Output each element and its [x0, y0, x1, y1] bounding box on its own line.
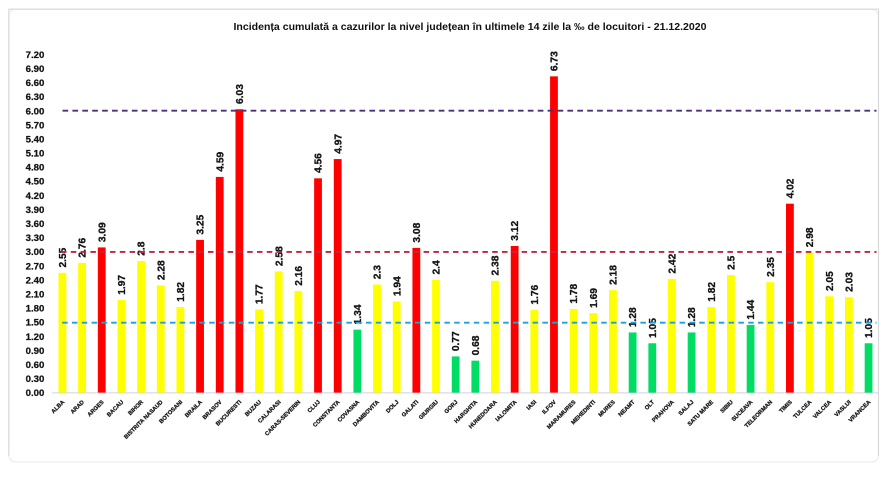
svg-text:7.20: 7.20: [26, 50, 45, 61]
svg-text:2.98: 2.98: [805, 227, 816, 247]
svg-text:3.25: 3.25: [196, 214, 207, 234]
svg-text:0.00: 0.00: [26, 388, 45, 399]
svg-text:2.35: 2.35: [766, 257, 777, 277]
svg-text:1.05: 1.05: [864, 318, 875, 338]
svg-text:6.60: 6.60: [26, 78, 45, 89]
svg-text:2.05: 2.05: [825, 271, 836, 291]
svg-text:4.97: 4.97: [333, 134, 344, 154]
svg-text:5.70: 5.70: [26, 120, 45, 131]
svg-text:2.38: 2.38: [491, 255, 502, 275]
svg-text:6.90: 6.90: [26, 64, 45, 75]
svg-text:3.60: 3.60: [26, 219, 45, 230]
svg-text:2.03: 2.03: [845, 272, 856, 292]
svg-text:4.56: 4.56: [314, 153, 325, 173]
svg-text:4.02: 4.02: [786, 178, 797, 198]
svg-text:Incidența cumulată a cazurilor: Incidența cumulată a cazurilor la nivel …: [233, 21, 706, 33]
svg-text:2.42: 2.42: [668, 253, 679, 273]
svg-text:1.69: 1.69: [589, 288, 600, 308]
svg-text:5.40: 5.40: [26, 135, 45, 146]
svg-text:6.03: 6.03: [235, 84, 246, 104]
svg-text:4.20: 4.20: [26, 191, 45, 202]
svg-text:1.82: 1.82: [176, 282, 187, 302]
svg-text:2.3: 2.3: [373, 265, 384, 279]
svg-text:3.90: 3.90: [26, 205, 45, 216]
svg-text:1.94: 1.94: [392, 276, 403, 296]
svg-text:1.78: 1.78: [569, 283, 580, 303]
svg-text:0.30: 0.30: [26, 374, 45, 385]
svg-text:4.80: 4.80: [26, 163, 45, 174]
svg-text:1.05: 1.05: [648, 318, 659, 338]
svg-text:2.8: 2.8: [137, 241, 148, 255]
svg-text:1.20: 1.20: [26, 332, 45, 343]
svg-text:0.90: 0.90: [26, 346, 45, 357]
svg-text:3.09: 3.09: [97, 222, 108, 242]
svg-text:2.40: 2.40: [26, 275, 45, 286]
svg-text:3.30: 3.30: [26, 233, 45, 244]
svg-text:1.80: 1.80: [26, 304, 45, 315]
svg-text:0.68: 0.68: [471, 335, 482, 355]
svg-text:5.10: 5.10: [26, 149, 45, 160]
svg-text:4.59: 4.59: [215, 151, 226, 171]
svg-text:2.28: 2.28: [156, 260, 167, 280]
svg-text:3.12: 3.12: [510, 221, 521, 241]
svg-text:1.82: 1.82: [707, 282, 718, 302]
svg-text:1.76: 1.76: [530, 284, 541, 304]
svg-text:2.18: 2.18: [609, 265, 620, 285]
svg-text:1.77: 1.77: [255, 284, 266, 304]
svg-text:6.30: 6.30: [26, 92, 45, 103]
svg-text:3.00: 3.00: [26, 247, 45, 258]
svg-text:1.28: 1.28: [628, 307, 639, 327]
svg-text:1.34: 1.34: [353, 304, 364, 324]
svg-text:2.76: 2.76: [78, 237, 89, 257]
svg-text:2.10: 2.10: [26, 290, 45, 301]
svg-text:2.16: 2.16: [294, 266, 305, 286]
svg-text:2.58: 2.58: [274, 246, 285, 266]
svg-text:1.50: 1.50: [26, 318, 45, 329]
svg-text:1.28: 1.28: [687, 307, 698, 327]
svg-text:0.77: 0.77: [451, 331, 462, 351]
svg-text:2.5: 2.5: [727, 255, 738, 269]
svg-text:1.97: 1.97: [117, 275, 128, 295]
svg-text:2.4: 2.4: [432, 260, 443, 274]
svg-text:2.55: 2.55: [58, 247, 69, 267]
svg-text:4.50: 4.50: [26, 177, 45, 188]
svg-text:6.73: 6.73: [550, 51, 561, 71]
svg-text:0.60: 0.60: [26, 360, 45, 371]
svg-text:2.70: 2.70: [26, 261, 45, 272]
svg-text:6.00: 6.00: [26, 106, 45, 117]
svg-text:3.08: 3.08: [412, 222, 423, 242]
svg-text:1.44: 1.44: [746, 299, 757, 319]
